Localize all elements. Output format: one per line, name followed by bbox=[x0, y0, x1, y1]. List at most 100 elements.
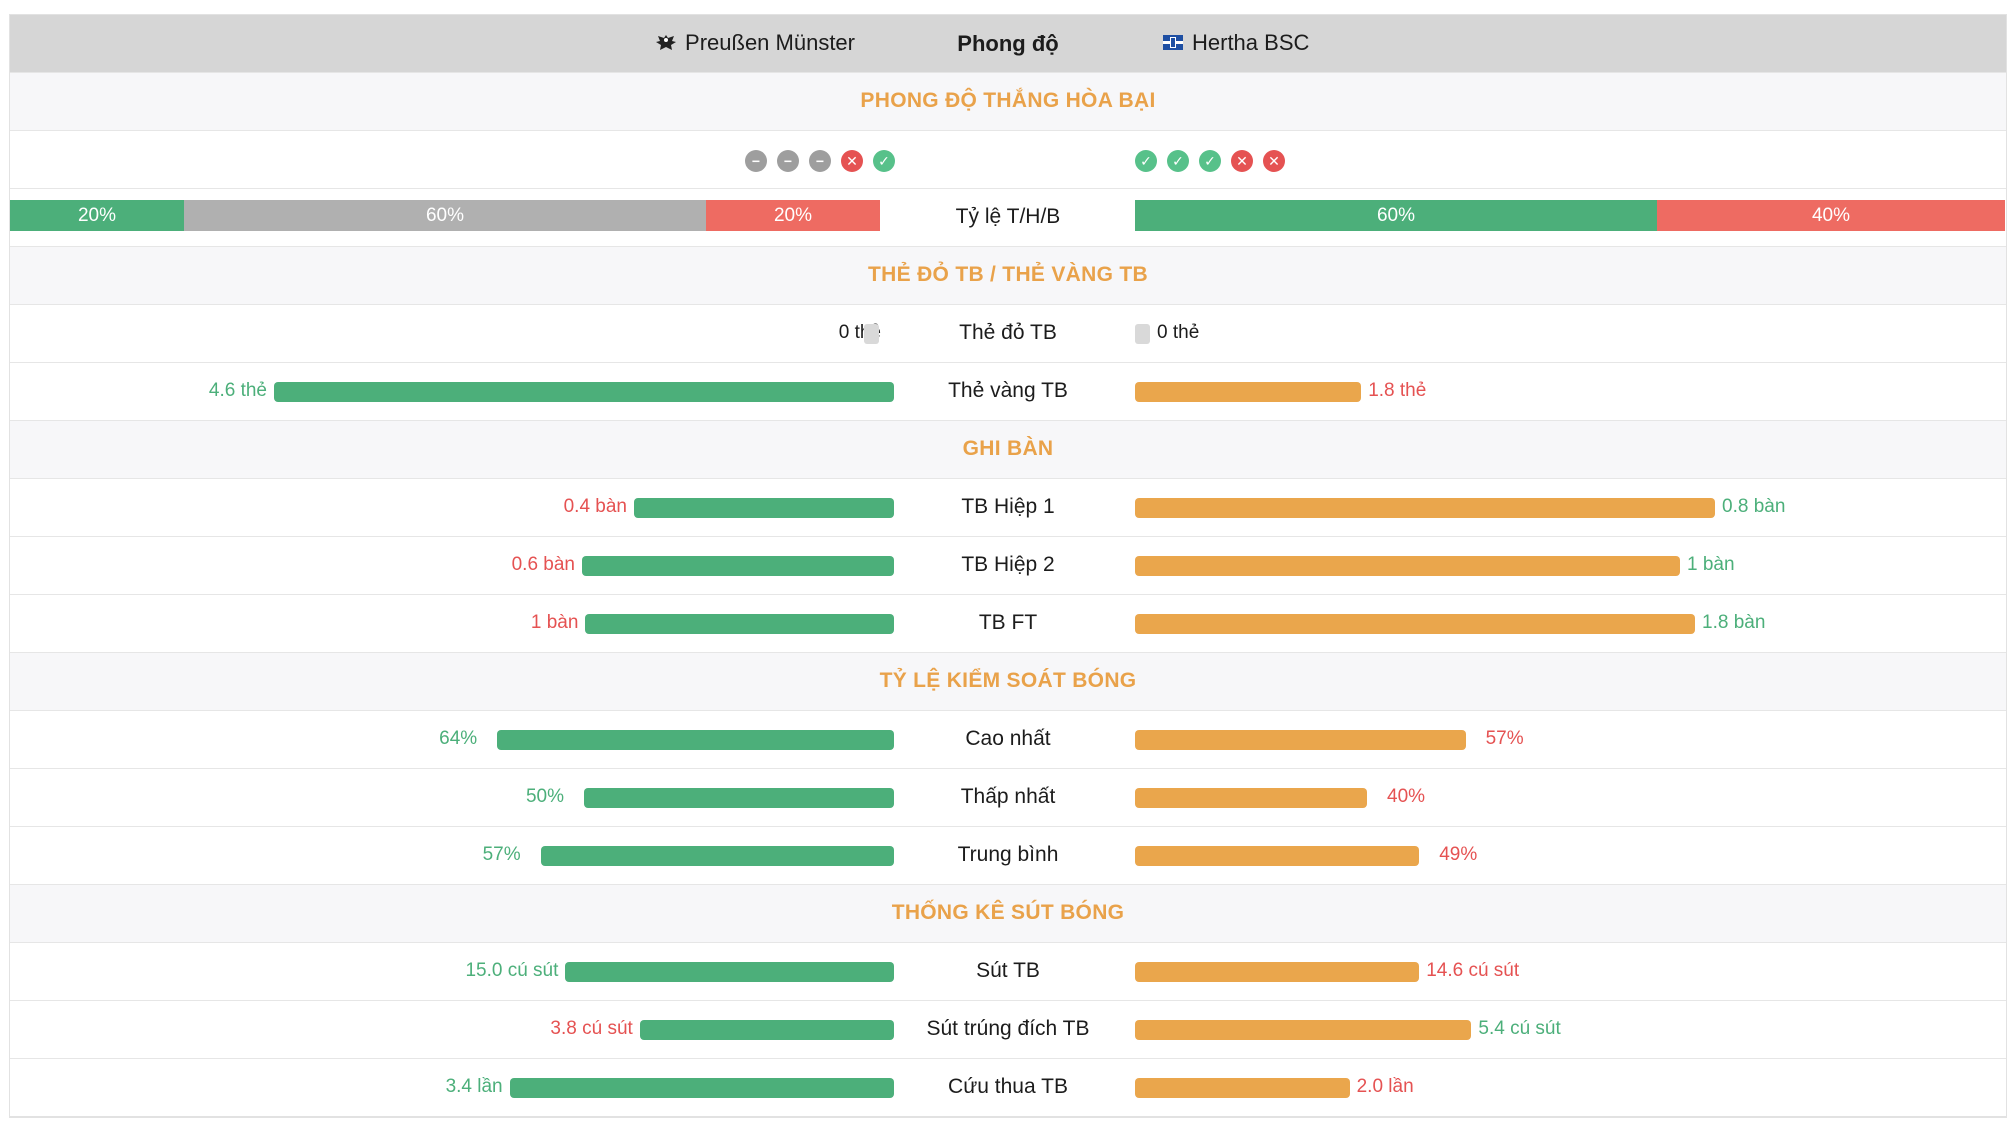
home-bar bbox=[584, 788, 894, 808]
away-bar bbox=[1135, 962, 1420, 982]
away-value: 1.8 thẻ bbox=[1368, 380, 1427, 401]
home-bar bbox=[639, 1020, 894, 1040]
away-value: 57% bbox=[1485, 728, 1524, 749]
home-win-segment: 20% bbox=[10, 200, 184, 231]
away-red-card-bar bbox=[1135, 324, 1150, 344]
red-card-row: 0 thẻ Thẻ đỏ TB 0 thẻ bbox=[10, 304, 2006, 362]
header-center-label: Phong độ bbox=[957, 31, 1059, 56]
away-bar bbox=[1135, 556, 1680, 576]
away-value: 14.6 cú sút bbox=[1426, 960, 1520, 981]
away-bar bbox=[1135, 846, 1420, 866]
away-team[interactable]: Hertha BSC bbox=[1162, 30, 1309, 56]
row-label: Tỷ lệ T/H/B bbox=[955, 205, 1061, 228]
flag-crest-icon bbox=[1163, 35, 1183, 50]
eagle-crest-icon bbox=[656, 35, 677, 50]
goals-ft-row: 1 bàn TB FT 1.8 bàn bbox=[10, 594, 2006, 652]
home-value: 0.4 bàn bbox=[563, 496, 627, 517]
home-value: 0.6 bàn bbox=[511, 554, 575, 575]
away-bar bbox=[1135, 1078, 1350, 1098]
home-form-loss-icon: ✕ bbox=[841, 150, 863, 172]
away-red-card-value: 0 thẻ bbox=[1157, 322, 1200, 343]
away-form-dots: ✓ ✓ ✓ ✕ ✕ bbox=[1135, 150, 1285, 172]
home-bar bbox=[582, 556, 894, 576]
away-form-loss-icon: ✕ bbox=[1231, 150, 1253, 172]
saves-avg-row: 3.4 lần Cứu thua TB 2.0 lần bbox=[10, 1058, 2006, 1116]
row-label: Sút trúng đích TB bbox=[926, 1017, 1090, 1040]
home-draw-segment: 60% bbox=[184, 200, 706, 231]
home-bar bbox=[585, 614, 894, 634]
row-label: Trung bình bbox=[957, 843, 1059, 866]
row-label: TB Hiệp 1 bbox=[961, 495, 1055, 518]
home-team-name: Preußen Münster bbox=[685, 30, 855, 55]
home-form-win-icon: ✓ bbox=[873, 150, 895, 172]
home-form-draw-icon: − bbox=[777, 150, 799, 172]
section-possession: TỶ LỆ KIỂM SOÁT BÓNG bbox=[10, 652, 2006, 710]
section-title: GHI BÀN bbox=[962, 437, 1054, 460]
section-title: THẺ ĐỎ TB / THẺ VÀNG TB bbox=[868, 263, 1148, 286]
away-win-segment: 60% bbox=[1135, 200, 1657, 231]
whl-ratio-row: 20% 60% 20% Tỷ lệ T/H/B 60% 40% bbox=[10, 188, 2006, 246]
away-value: 5.4 cú sút bbox=[1478, 1018, 1561, 1039]
section-cards: THẺ ĐỎ TB / THẺ VÀNG TB bbox=[10, 246, 2006, 304]
home-value: 1 bàn bbox=[530, 612, 579, 633]
section-title: TỶ LỆ KIỂM SOÁT BÓNG bbox=[879, 669, 1137, 692]
home-form-draw-icon: − bbox=[745, 150, 767, 172]
home-team[interactable]: Preußen Münster bbox=[655, 30, 855, 56]
home-value: 15.0 cú sút bbox=[465, 960, 559, 981]
row-label: Thẻ vàng TB bbox=[948, 379, 1068, 402]
away-loss-segment: 40% bbox=[1657, 200, 2005, 231]
home-value: 57% bbox=[482, 844, 521, 865]
row-label: Sút TB bbox=[976, 959, 1040, 982]
comparison-header: Preußen Münster Phong độ Hertha BSC bbox=[10, 15, 2006, 72]
possession-avg-row: 57% Trung bình 49% bbox=[10, 826, 2006, 884]
home-value: 3.8 cú sút bbox=[550, 1018, 633, 1039]
away-value: 49% bbox=[1439, 844, 1478, 865]
comparison-table: Preußen Münster Phong độ Hertha BSC PHON… bbox=[9, 14, 2007, 1118]
away-form-loss-icon: ✕ bbox=[1263, 150, 1285, 172]
home-bar bbox=[540, 846, 894, 866]
away-bar bbox=[1135, 788, 1367, 808]
possession-max-row: 64% Cao nhất 57% bbox=[10, 710, 2006, 768]
home-value: 50% bbox=[525, 786, 564, 807]
away-form-win-icon: ✓ bbox=[1167, 150, 1189, 172]
away-form-win-icon: ✓ bbox=[1135, 150, 1157, 172]
away-form-win-icon: ✓ bbox=[1199, 150, 1221, 172]
form-row: − − − ✕ ✓ ✓ ✓ ✓ ✕ ✕ bbox=[10, 130, 2006, 188]
row-label: Thẻ đỏ TB bbox=[959, 321, 1057, 344]
row-label: Cứu thua TB bbox=[948, 1075, 1068, 1098]
away-value: 1 bàn bbox=[1687, 554, 1735, 575]
away-value: 2.0 lần bbox=[1356, 1076, 1414, 1097]
home-loss-segment: 20% bbox=[706, 200, 880, 231]
section-title: PHONG ĐỘ THẮNG HÒA BẠI bbox=[860, 89, 1156, 112]
home-form-draw-icon: − bbox=[809, 150, 831, 172]
goals-half2-row: 0.6 bàn TB Hiệp 2 1 bàn bbox=[10, 536, 2006, 594]
yellow-card-row: 4.6 thẻ Thẻ vàng TB 1.8 thẻ bbox=[10, 362, 2006, 420]
row-label: TB FT bbox=[978, 611, 1038, 634]
away-value: 40% bbox=[1387, 786, 1426, 807]
away-team-name: Hertha BSC bbox=[1192, 30, 1310, 55]
home-value: 64% bbox=[439, 728, 478, 749]
home-bar bbox=[509, 1078, 894, 1098]
home-bar bbox=[634, 498, 894, 518]
row-label: Thấp nhất bbox=[960, 785, 1056, 808]
away-bar bbox=[1135, 498, 1715, 518]
row-label: TB Hiệp 2 bbox=[961, 553, 1055, 576]
row-label: Cao nhất bbox=[965, 727, 1051, 750]
away-bar bbox=[1135, 614, 1695, 634]
shots-on-target-row: 3.8 cú sút Sút trúng đích TB 5.4 cú sút bbox=[10, 1000, 2006, 1058]
section-form: PHONG ĐỘ THẮNG HÒA BẠI bbox=[10, 72, 2006, 130]
section-title: THỐNG KÊ SÚT BÓNG bbox=[891, 901, 1125, 924]
home-bar bbox=[497, 730, 894, 750]
away-bar bbox=[1135, 1020, 1472, 1040]
goals-half1-row: 0.4 bàn TB Hiệp 1 0.8 bàn bbox=[10, 478, 2006, 536]
home-form-dots: − − − ✕ ✓ bbox=[745, 150, 895, 172]
away-bar bbox=[1135, 730, 1466, 750]
shots-avg-row: 15.0 cú sút Sút TB 14.6 cú sút bbox=[10, 942, 2006, 1000]
home-bar bbox=[565, 962, 894, 982]
away-value: 0.8 bàn bbox=[1722, 496, 1786, 517]
home-value: 4.6 thẻ bbox=[208, 380, 267, 401]
home-value: 3.4 lần bbox=[445, 1076, 503, 1097]
home-red-card-bar bbox=[864, 324, 879, 344]
section-goals: GHI BÀN bbox=[10, 420, 2006, 478]
home-bar bbox=[274, 382, 894, 402]
